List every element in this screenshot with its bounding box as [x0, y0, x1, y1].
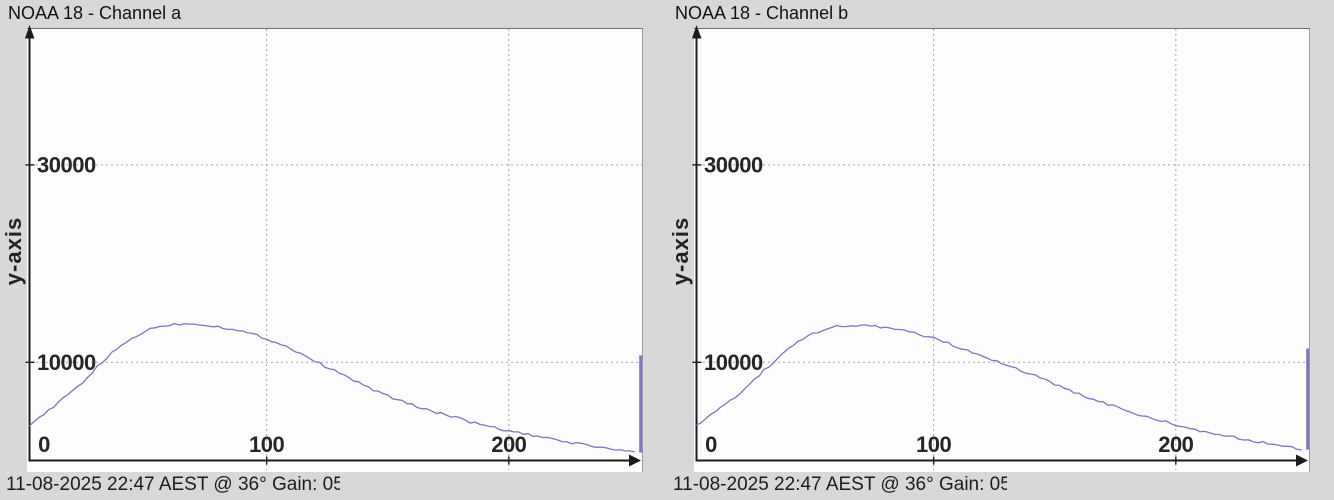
- x-tick-label: 100: [249, 432, 284, 457]
- x-axis-arrow-icon: [629, 454, 641, 467]
- series-layer: [696, 324, 1309, 451]
- chart-canvas: 10000 30000 0 100 200: [25, 25, 642, 470]
- plot-area: [694, 28, 1310, 472]
- y-tick-label: 10000: [704, 350, 763, 375]
- x-tick-label: 100: [916, 432, 951, 457]
- x-tick-label: 0: [705, 432, 717, 457]
- x-tick-label: 0: [38, 432, 50, 457]
- y-axis-arrow-icon: [692, 25, 702, 39]
- axis-ticks: [692, 164, 1177, 465]
- chart-title: NOAA 18 - Channel a: [8, 3, 182, 23]
- chart-canvas: 10000 30000 0 100 200: [692, 25, 1309, 470]
- x-axis-arrow-icon: [1296, 454, 1308, 467]
- plot-area: [27, 28, 643, 472]
- chart-panel-channel-a: NOAA 18 - Channel a y-axis 10000 30000 0 10…: [1, 3, 643, 495]
- gridlines: [31, 29, 642, 470]
- histogram-curve: [696, 324, 1302, 451]
- x-tick-label: 200: [1158, 432, 1193, 457]
- chart-title: NOAA 18 - Channel b: [675, 3, 849, 23]
- tick-labels: 10000 30000 0 100 200: [37, 152, 527, 457]
- status-bar: 11-08-2025 22:47 AEST @ 36° Gain: 05: [6, 474, 340, 495]
- y-axis-arrow-icon: [25, 25, 35, 39]
- chart-panel-channel-b: NOAA 18 - Channel b y-axis 10000 30000 0 10…: [667, 0, 1334, 500]
- series-layer: [28, 322, 642, 453]
- tick-labels: 10000 30000 0 100 200: [704, 152, 1194, 457]
- y-tick-label: 10000: [37, 350, 96, 375]
- y-tick-label: 30000: [37, 152, 96, 177]
- status-bar: 11-08-2025 22:47 AEST @ 36° Gain: 05: [673, 474, 1007, 495]
- axis-ticks: [25, 164, 510, 465]
- x-tick-label: 200: [491, 432, 526, 457]
- histogram-curve: [28, 322, 635, 453]
- y-tick-label: 30000: [704, 152, 763, 177]
- gridlines: [698, 29, 1309, 470]
